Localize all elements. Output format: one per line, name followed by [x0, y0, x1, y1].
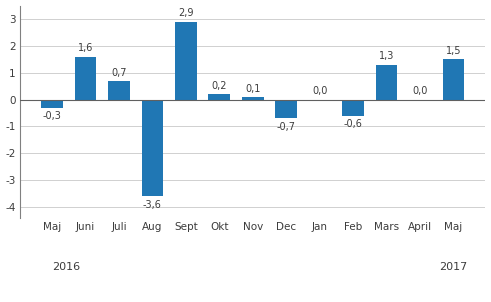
Bar: [242, 97, 264, 100]
Text: 2017: 2017: [439, 262, 467, 272]
Text: 0,1: 0,1: [245, 84, 260, 94]
Text: 0,2: 0,2: [212, 81, 227, 91]
Text: -0,7: -0,7: [277, 122, 296, 132]
Text: -3,6: -3,6: [143, 200, 162, 210]
Text: 1,6: 1,6: [78, 43, 93, 53]
Text: 2,9: 2,9: [178, 8, 193, 18]
Text: 0,0: 0,0: [312, 86, 327, 96]
Text: 2016: 2016: [52, 262, 80, 272]
Text: 1,3: 1,3: [379, 51, 394, 61]
Bar: [442, 59, 464, 100]
Bar: [376, 65, 397, 100]
Bar: [41, 100, 63, 108]
Text: 0,7: 0,7: [111, 68, 127, 78]
Bar: [209, 94, 230, 100]
Bar: [342, 100, 364, 116]
Text: 0,0: 0,0: [412, 86, 428, 96]
Bar: [141, 100, 164, 196]
Text: -0,3: -0,3: [43, 111, 61, 121]
Bar: [275, 100, 297, 118]
Bar: [108, 81, 130, 100]
Text: -0,6: -0,6: [344, 119, 362, 129]
Bar: [175, 22, 197, 100]
Text: 1,5: 1,5: [446, 46, 461, 56]
Bar: [75, 56, 96, 100]
